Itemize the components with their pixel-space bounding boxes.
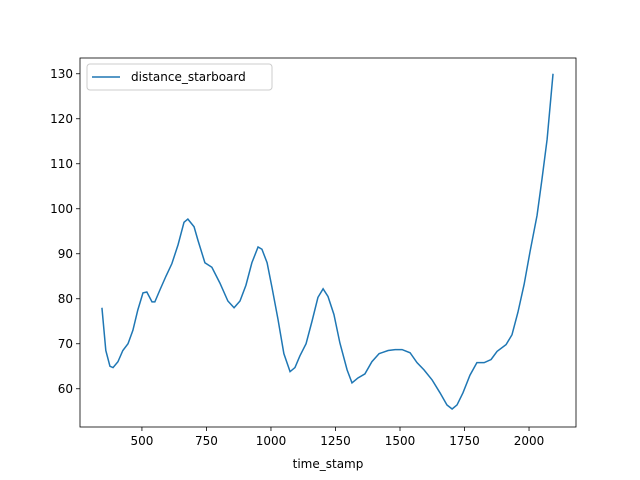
y-tick-label: 60 [58,382,73,396]
legend-box [86,63,273,91]
plot-frame [79,57,577,428]
y-tick-label: 90 [58,247,73,261]
x-tick-label: 1500 [385,434,416,448]
x-tick-label: 1750 [449,434,480,448]
x-tick-label: 2000 [514,434,545,448]
x-tick-label: 1000 [256,434,287,448]
y-tick-label: 120 [50,112,73,126]
line [101,73,554,410]
x-axis-label: time_stamp [293,457,364,471]
x-tick-label: 500 [130,434,153,448]
x-tick-label: 750 [195,434,218,448]
y-tick-label: 70 [58,337,73,351]
legend-label: distance_starboard [131,70,246,84]
y-tick-label: 100 [50,202,73,216]
y-tick-label: 130 [50,67,73,81]
y-tick-label: 80 [58,292,73,306]
y-tick-label: 110 [50,157,73,171]
x-tick-label: 1250 [320,434,351,448]
